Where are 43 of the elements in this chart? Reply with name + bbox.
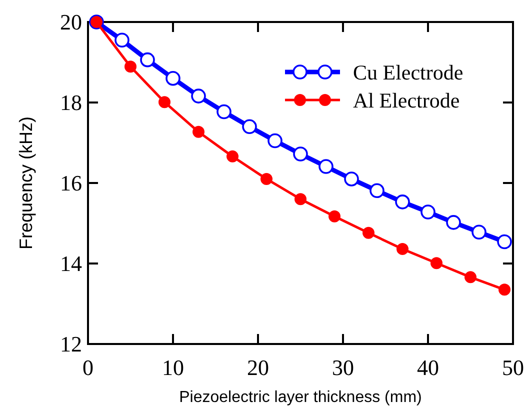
point — [420, 204, 436, 220]
point — [191, 88, 206, 104]
x-tick-label: 40 — [417, 355, 439, 380]
point — [498, 284, 510, 296]
x-tick-label: 0 — [82, 355, 94, 380]
y-tick-label: 18 — [60, 90, 82, 116]
y-tick-label: 12 — [60, 332, 82, 357]
point — [318, 159, 334, 174]
point — [242, 119, 257, 134]
legend-label: Al Electrode — [353, 88, 460, 112]
point — [294, 193, 306, 206]
x-tick-label: 50 — [502, 355, 524, 380]
y-axis-title: Frequency (kHz) — [16, 116, 36, 250]
point — [226, 150, 238, 162]
x-tick-label: 30 — [332, 355, 354, 380]
point — [216, 104, 232, 120]
x-tick-label: 10 — [162, 355, 184, 380]
point — [166, 70, 180, 86]
point — [260, 172, 272, 185]
x-tick-label: 20 — [247, 355, 269, 380]
point — [268, 133, 282, 148]
point — [140, 52, 155, 68]
point — [114, 32, 130, 48]
x-axis-title: Piezoelectric layer thickness (mm) — [179, 389, 422, 406]
point — [464, 271, 476, 284]
point — [472, 224, 486, 240]
point — [192, 126, 204, 138]
point — [328, 210, 340, 222]
y-tick-label: 14 — [60, 251, 82, 276]
point — [362, 226, 374, 239]
point — [293, 146, 308, 162]
point — [446, 215, 461, 230]
point — [124, 60, 136, 73]
point — [395, 194, 410, 210]
point — [370, 183, 384, 198]
point — [396, 243, 408, 256]
point — [344, 172, 359, 186]
point — [430, 257, 442, 270]
y-tick-label: 16 — [60, 170, 82, 196]
point — [497, 234, 512, 250]
point — [158, 96, 170, 108]
legend-label: Cu Electrode — [353, 60, 464, 84]
y-tick-label: 20 — [60, 10, 82, 35]
